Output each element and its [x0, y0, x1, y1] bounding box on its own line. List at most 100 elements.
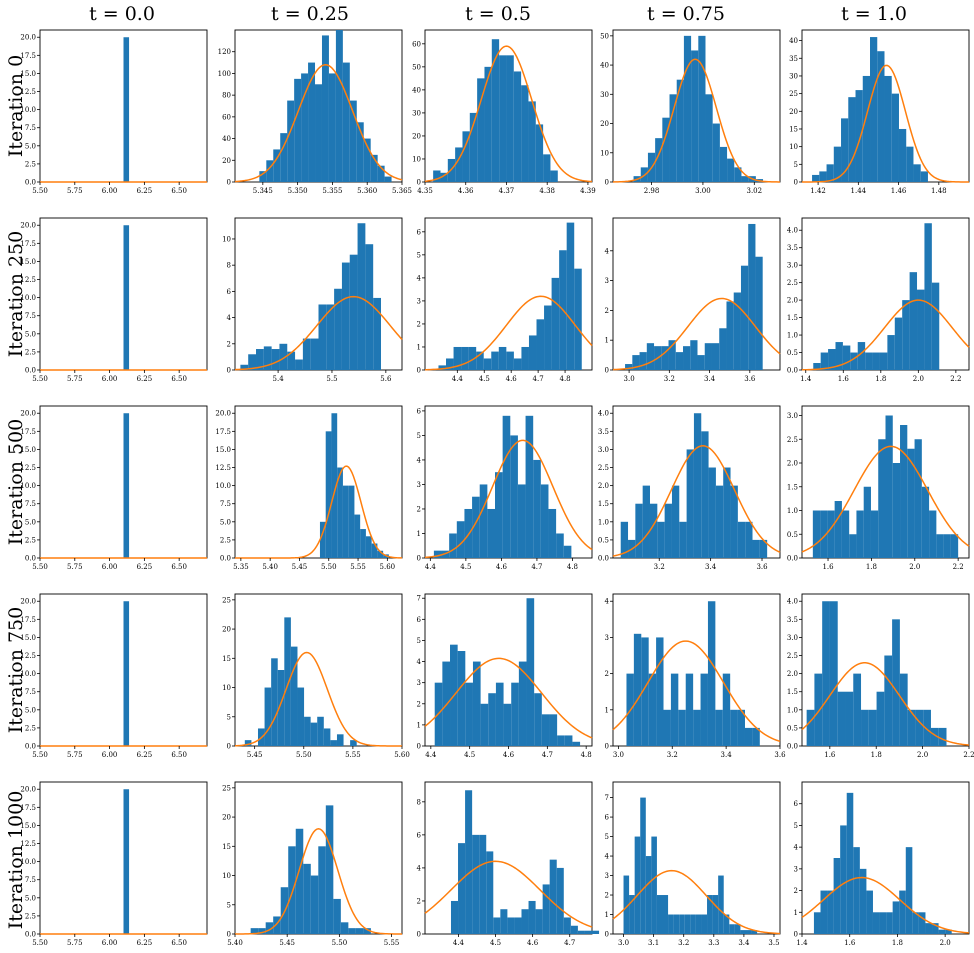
x-tick-label: 5.365 [392, 187, 412, 195]
histogram-bar [499, 55, 507, 182]
y-tick-label: 10 [789, 143, 798, 151]
histogram-panel: 4.4 4.5 4.6 4.7 0 2 4 6 8 [417, 781, 600, 947]
histogram-bar [469, 112, 478, 182]
y-tick-label: 6 [605, 814, 610, 822]
x-tick-label: 4.7 [564, 939, 575, 947]
x-tick-label: 6.25 [137, 187, 153, 195]
histogram-bar [477, 78, 485, 182]
x-tick-label: 6.25 [137, 563, 153, 571]
x-tick-label: 1.8 [866, 563, 877, 571]
x-tick-label: 3.0 [618, 939, 629, 947]
y-tick-label: 5 [417, 432, 421, 440]
histogram-bar [331, 413, 338, 558]
histogram-bar [493, 917, 501, 934]
y-tick-label: 12.5 [20, 276, 36, 284]
histogram-bar [826, 164, 834, 182]
histogram-bar [472, 834, 480, 934]
histogram-bar [356, 122, 364, 182]
histogram-bar [535, 124, 544, 182]
histogram-bar [812, 510, 821, 558]
histogram-bar [884, 75, 892, 182]
histogram-bar [484, 66, 492, 182]
histogram-panel: 5.50 5.75 6.00 6.25 6.50 0.0 2.5 5.0 7.5 10.0 12.5… [20, 593, 208, 759]
histogram-panel: 3.0 3.1 3.2 3.3 3.4 3.5 0 1 2 3 4 5 6 7 [605, 781, 781, 947]
y-tick-label: 0.0 [598, 555, 609, 563]
histogram-bar [886, 912, 893, 934]
y-tick-label: 2 [605, 892, 609, 900]
histogram-bar [642, 485, 650, 558]
x-tick-label: 3.0 [613, 751, 624, 759]
histogram-bar [348, 485, 355, 558]
x-tick-label: 3.6 [756, 563, 768, 571]
histogram-bar [876, 691, 885, 746]
histogram-bar [861, 709, 869, 746]
y-tick-label: 2.5 [598, 464, 609, 472]
histogram-bar [657, 521, 665, 558]
histogram-bar [295, 828, 304, 934]
histogram-bar [464, 508, 473, 558]
histogram-bar [518, 661, 527, 746]
x-tick-label: 5.60 [394, 751, 410, 759]
x-tick-label: 3.1 [648, 939, 659, 947]
y-tick-label: 4.0 [787, 598, 798, 606]
x-tick-label: 5.50 [321, 563, 337, 571]
histogram-bar [550, 170, 558, 182]
histogram-bar [887, 335, 895, 370]
histogram-bar [455, 147, 463, 182]
column-title-t-0-0: t = 0.0 [89, 3, 155, 25]
histogram-bar [295, 359, 303, 370]
column-title-t-0-25: t = 0.25 [271, 3, 349, 25]
histogram-bar [462, 131, 470, 182]
x-tick-label: 5.50 [332, 939, 348, 947]
x-tick-label: 4.7 [533, 375, 544, 383]
histogram-bar [690, 340, 698, 370]
histogram-bar [360, 529, 366, 558]
y-tick-label: 7.5 [25, 500, 36, 508]
histogram-bar [872, 352, 880, 370]
x-tick-label: 1.46 [891, 187, 907, 195]
histogram-bar [849, 534, 857, 558]
x-tick-label: 1.6 [822, 563, 834, 571]
histogram-bar [855, 90, 863, 182]
x-tick-label: 3.3 [708, 939, 719, 947]
y-tick-label: 0 [417, 555, 421, 563]
y-tick-label: 20.0 [20, 598, 36, 606]
histogram-bar [900, 425, 908, 558]
histogram-bar [556, 533, 564, 558]
y-tick-label: 0.0 [787, 367, 798, 375]
x-tick-label: 5.50 [32, 375, 48, 383]
y-tick-label: 0.5 [787, 724, 798, 732]
histogram-bar [592, 930, 600, 934]
histogram-bar [806, 709, 815, 746]
y-tick-label: 2.5 [220, 536, 231, 544]
histogram-bar [284, 617, 291, 746]
histogram-bar [250, 928, 259, 934]
y-tick-label: 12.5 [20, 840, 36, 848]
y-tick-label: 2.5 [25, 348, 36, 356]
x-tick-label: 1.44 [851, 187, 867, 195]
histogram-bar [932, 923, 939, 934]
y-tick-label: 2.5 [787, 279, 798, 287]
y-tick-label: 10.0 [20, 106, 36, 114]
histogram-bar [676, 79, 684, 182]
histogram-bar [521, 85, 529, 182]
y-tick-label: 10 [222, 872, 231, 880]
histogram-bar [574, 268, 582, 370]
histogram-bar [879, 352, 888, 370]
histogram-bar [813, 912, 821, 934]
histogram-bar [514, 917, 522, 934]
histogram-bar [502, 415, 511, 558]
y-tick-label: 12.5 [215, 464, 231, 472]
histogram-bar [943, 534, 951, 558]
histogram-panel: 4.4 4.5 4.6 4.7 4.8 0 1 2 3 4 5 6 [417, 405, 593, 571]
x-tick-label: 6.50 [171, 187, 187, 195]
x-tick-label: 1.8 [871, 751, 882, 759]
x-tick-label: 4.5 [479, 375, 490, 383]
histogram-bar [533, 459, 541, 558]
histogram-bar [645, 856, 652, 934]
histogram-bar [827, 890, 834, 934]
column-title-t-0-5: t = 0.5 [465, 3, 531, 25]
y-tick-label: 0 [227, 931, 231, 939]
histogram-bar [834, 501, 842, 558]
y-tick-label: 3.0 [598, 446, 609, 454]
